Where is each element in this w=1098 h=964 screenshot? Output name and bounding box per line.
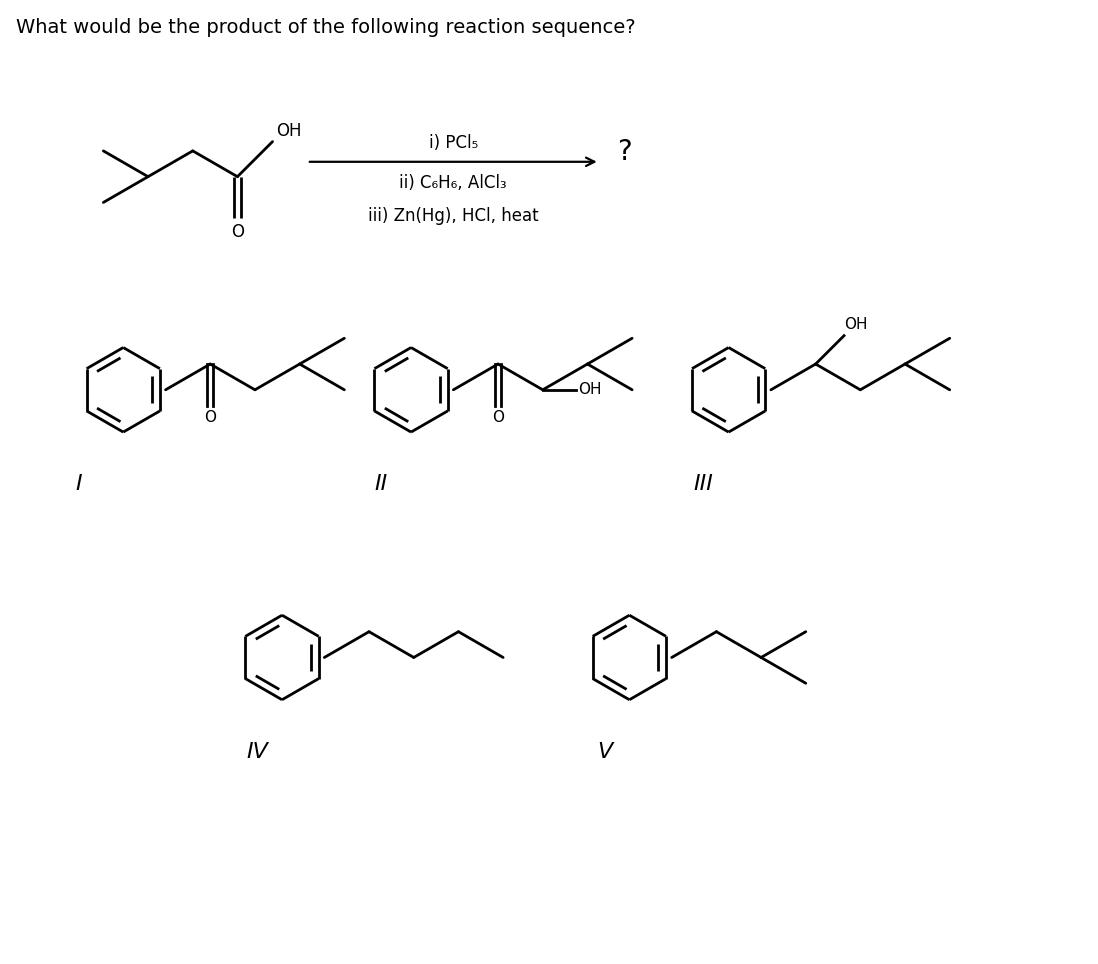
- Text: IV: IV: [246, 741, 268, 762]
- Text: O: O: [204, 411, 216, 425]
- Text: OH: OH: [579, 383, 602, 397]
- Text: OH: OH: [277, 121, 302, 140]
- Text: OH: OH: [844, 317, 867, 332]
- Text: ii) C₆H₆, AlCl₃: ii) C₆H₆, AlCl₃: [400, 174, 507, 192]
- Text: iii) Zn(Hg), HCl, heat: iii) Zn(Hg), HCl, heat: [368, 207, 538, 226]
- Text: III: III: [694, 474, 714, 495]
- Text: V: V: [597, 741, 613, 762]
- Text: O: O: [231, 223, 244, 241]
- Text: What would be the product of the following reaction sequence?: What would be the product of the followi…: [16, 18, 636, 37]
- Text: ?: ?: [617, 138, 631, 166]
- Text: i) PCl₅: i) PCl₅: [428, 134, 478, 152]
- Text: O: O: [492, 411, 504, 425]
- Text: II: II: [374, 474, 388, 495]
- Text: I: I: [76, 474, 82, 495]
